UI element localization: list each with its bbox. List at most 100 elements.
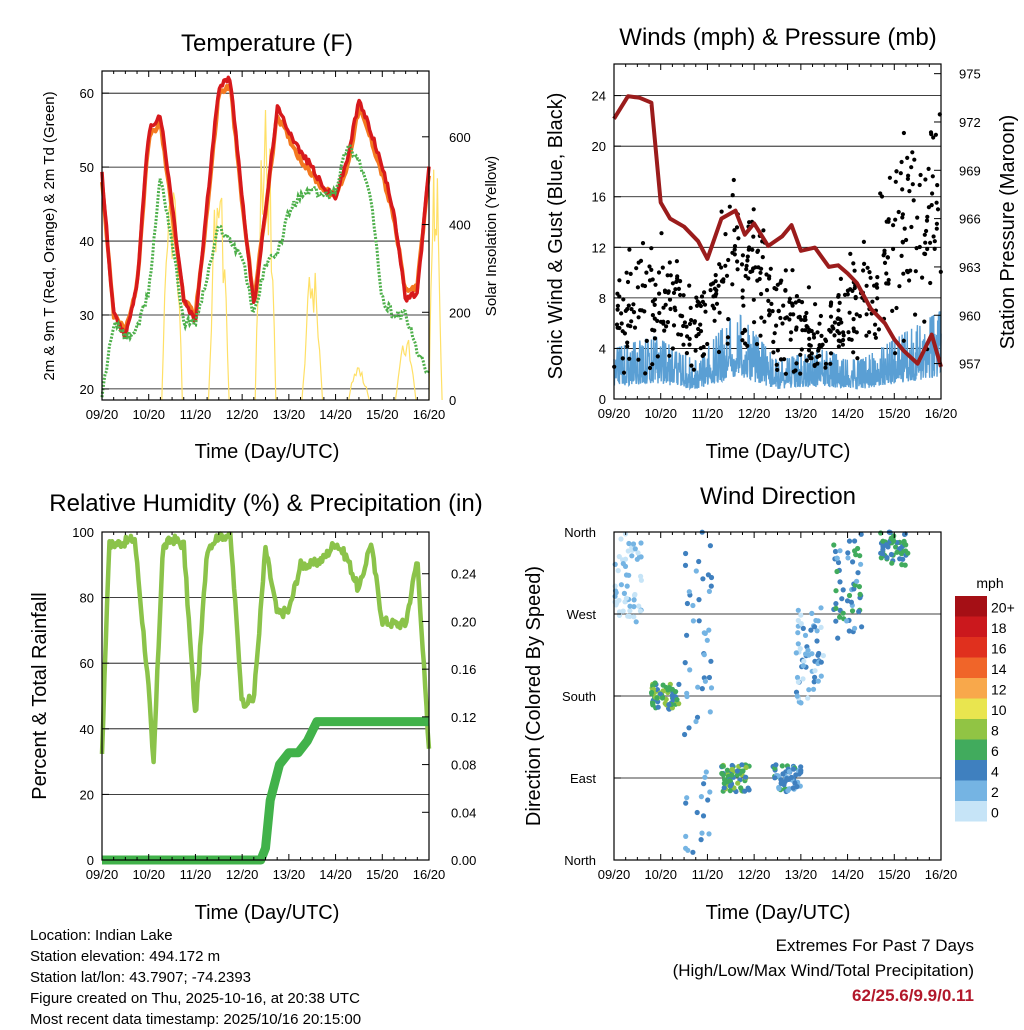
wind-direction-point (800, 676, 806, 682)
gust-point (798, 371, 803, 376)
wind-direction-point (630, 541, 637, 547)
gust-point (650, 327, 655, 332)
gust-point (667, 260, 672, 265)
colorbar-swatch (955, 719, 987, 740)
gust-point (783, 371, 789, 376)
wind-direction-point (734, 768, 740, 774)
wind-direction-point (623, 595, 630, 601)
wind-direction-point (816, 650, 822, 657)
wind-direction-point (818, 673, 824, 679)
wind-direction-point (810, 686, 817, 692)
wind-direction-point (832, 548, 839, 555)
gust-point (847, 337, 852, 342)
gust-point (693, 348, 698, 353)
gust-point (884, 219, 889, 224)
gust-point (832, 333, 837, 338)
wind-direction-point (613, 590, 619, 596)
gust-point (626, 323, 631, 328)
gust-point (811, 335, 817, 340)
gust-point (717, 310, 722, 315)
gust-point (922, 319, 927, 324)
gust-point (882, 260, 888, 265)
wind-direction-point (696, 597, 702, 603)
wind-direction-point (705, 797, 711, 803)
gust-point (764, 272, 769, 277)
gust-point (846, 330, 851, 335)
wind-direction-point (682, 660, 688, 666)
gust-point (897, 284, 902, 289)
wind-direction-point (721, 780, 727, 786)
gust-point (756, 265, 761, 270)
direction-y-tick-label: North (564, 853, 596, 868)
gust-point (890, 308, 895, 313)
colorbar-label: 18 (991, 620, 1007, 636)
gust-point (891, 223, 896, 228)
wind-direction-point (612, 561, 618, 568)
gust-point (794, 294, 800, 299)
wind-direction-point (806, 652, 812, 658)
temperature-title: Temperature (F) (181, 30, 353, 57)
wind-direction-point (624, 583, 630, 589)
wind-direction-point (622, 556, 629, 562)
wind-direction-point (701, 781, 707, 787)
gust-point (793, 300, 798, 305)
gust-point (774, 323, 779, 328)
direction-y-tick-label: South (562, 689, 596, 704)
wind-direction-point (818, 605, 824, 611)
wind-direction-point (800, 625, 806, 632)
gust-point (817, 321, 822, 326)
gust-point (643, 371, 648, 376)
pressure-y-tick-label: 966 (959, 212, 981, 227)
gust-point (647, 365, 653, 371)
wind-direction-point (674, 697, 680, 703)
gust-point (794, 325, 799, 330)
winds-y-tick-label: 8 (599, 291, 606, 306)
wind-direction-point (797, 646, 803, 652)
direction-x-tick-label: 15/20 (878, 867, 911, 882)
gust-point (661, 305, 666, 310)
winds-y-tick-label: 4 (599, 341, 606, 356)
pressure-y-tick-label: 972 (959, 115, 981, 130)
wind-direction-point (701, 630, 707, 636)
gust-point (732, 247, 737, 252)
gust-point (685, 334, 690, 339)
extremes-title: Extremes For Past 7 Days (775, 936, 974, 955)
wind-direction-point (805, 695, 811, 701)
gust-point (746, 247, 751, 252)
gust-point (741, 303, 746, 308)
gust-point (743, 328, 748, 333)
gust-point (635, 285, 641, 290)
wind-direction-point (632, 546, 638, 552)
gust-point (714, 301, 720, 306)
wind-direction-point (634, 556, 640, 562)
gust-point (851, 261, 856, 266)
gust-point (935, 183, 940, 188)
gust-point (673, 287, 678, 292)
wind-direction-point (707, 543, 714, 549)
wind-direction-point (650, 702, 656, 708)
gust-point (670, 281, 676, 286)
gust-point (924, 228, 929, 234)
precip-y-tick-label: 0.12 (451, 710, 476, 725)
gust-point (656, 270, 662, 275)
wind-direction-point (729, 762, 735, 769)
wind-direction-y-label: Direction (Colored By Speed) (523, 566, 545, 826)
humidity-y-label: Percent & Total Rainfall (29, 592, 51, 800)
wind-direction-point (798, 621, 804, 627)
gust-point (620, 356, 625, 361)
wind-direction-point (805, 647, 811, 653)
wind-direction-point (845, 555, 851, 561)
gust-point (811, 332, 817, 337)
gust-point (793, 368, 798, 373)
temperature-y-tick-label: 20 (80, 382, 94, 397)
colorbar-swatch (955, 780, 987, 801)
winds-y-tick-label: 16 (592, 190, 606, 205)
wind-direction-point (701, 652, 707, 658)
temperature-y-tick-label: 50 (80, 160, 94, 175)
gust-point (762, 319, 767, 324)
wind-direction-point (780, 771, 786, 777)
gust-point (912, 157, 917, 162)
gust-point (766, 298, 771, 303)
temperature-x-tick-label: 12/20 (226, 407, 259, 422)
humidity-y-tick-label: 20 (80, 787, 94, 802)
